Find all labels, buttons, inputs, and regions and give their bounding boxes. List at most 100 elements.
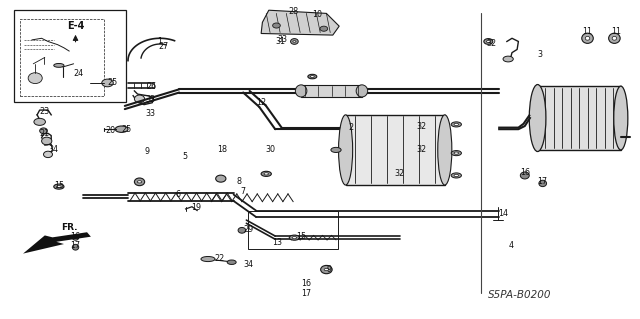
Ellipse shape xyxy=(261,171,271,176)
Text: 33: 33 xyxy=(145,109,156,118)
Text: 30: 30 xyxy=(266,145,276,154)
Text: 17: 17 xyxy=(70,241,81,250)
Ellipse shape xyxy=(438,115,452,185)
Ellipse shape xyxy=(484,39,493,44)
Text: FR.: FR. xyxy=(61,223,77,232)
Text: 27: 27 xyxy=(159,42,169,51)
Ellipse shape xyxy=(454,123,459,126)
Text: 32: 32 xyxy=(416,122,426,130)
Text: S5PA-B0200: S5PA-B0200 xyxy=(488,291,551,300)
Polygon shape xyxy=(261,10,339,35)
Text: 33: 33 xyxy=(278,35,288,44)
Ellipse shape xyxy=(289,235,300,240)
Ellipse shape xyxy=(56,186,61,188)
Ellipse shape xyxy=(321,265,332,274)
Text: 6: 6 xyxy=(176,190,181,199)
Text: 16: 16 xyxy=(301,279,311,288)
Text: 28: 28 xyxy=(288,7,298,16)
Text: 24: 24 xyxy=(74,69,84,78)
Text: 11: 11 xyxy=(611,27,621,36)
Ellipse shape xyxy=(292,237,297,239)
Bar xyxy=(20,19,104,96)
Ellipse shape xyxy=(291,39,298,44)
Text: 9: 9 xyxy=(326,265,332,274)
Ellipse shape xyxy=(54,184,64,189)
Ellipse shape xyxy=(331,147,341,152)
Polygon shape xyxy=(23,232,91,254)
Text: 18: 18 xyxy=(218,145,228,154)
Ellipse shape xyxy=(296,85,307,97)
Text: 8: 8 xyxy=(237,177,242,186)
Text: 17: 17 xyxy=(538,177,548,186)
Text: 15: 15 xyxy=(54,181,64,189)
Ellipse shape xyxy=(293,41,296,42)
Ellipse shape xyxy=(238,227,246,233)
Ellipse shape xyxy=(115,126,128,132)
Ellipse shape xyxy=(134,95,145,103)
Text: 23: 23 xyxy=(40,107,50,116)
Ellipse shape xyxy=(454,152,459,154)
Bar xyxy=(14,10,126,102)
Text: 2: 2 xyxy=(349,123,354,132)
Text: 26: 26 xyxy=(146,82,156,91)
Text: 9: 9 xyxy=(145,147,150,156)
Ellipse shape xyxy=(451,173,461,178)
Ellipse shape xyxy=(356,85,367,97)
Text: 13: 13 xyxy=(272,238,282,247)
Ellipse shape xyxy=(28,73,42,84)
Text: 34: 34 xyxy=(243,260,253,269)
Text: 5: 5 xyxy=(182,152,188,161)
Ellipse shape xyxy=(520,172,529,179)
Ellipse shape xyxy=(451,122,461,127)
Ellipse shape xyxy=(34,118,45,125)
Text: 25: 25 xyxy=(108,78,118,87)
Ellipse shape xyxy=(72,235,79,240)
Ellipse shape xyxy=(612,36,617,40)
Ellipse shape xyxy=(216,175,226,182)
Text: 19: 19 xyxy=(191,204,201,212)
Ellipse shape xyxy=(585,36,590,40)
Ellipse shape xyxy=(324,269,329,271)
Text: 21: 21 xyxy=(40,130,50,138)
Text: 7: 7 xyxy=(240,187,245,196)
Text: 31: 31 xyxy=(275,37,285,46)
Ellipse shape xyxy=(138,181,142,183)
Text: 29: 29 xyxy=(243,225,253,234)
Ellipse shape xyxy=(451,151,461,156)
Ellipse shape xyxy=(582,33,593,43)
Ellipse shape xyxy=(503,56,513,62)
Text: 16: 16 xyxy=(520,168,530,177)
Bar xyxy=(248,211,338,249)
Text: 22: 22 xyxy=(214,254,225,263)
Bar xyxy=(346,115,445,185)
Text: 32: 32 xyxy=(486,39,497,48)
Ellipse shape xyxy=(201,256,215,262)
Text: 16: 16 xyxy=(70,232,81,241)
Ellipse shape xyxy=(264,173,269,175)
Text: 10: 10 xyxy=(312,10,322,19)
Bar xyxy=(301,85,362,97)
Ellipse shape xyxy=(227,260,236,264)
Text: 3: 3 xyxy=(538,50,543,59)
Ellipse shape xyxy=(72,244,79,250)
Ellipse shape xyxy=(310,76,314,78)
Text: 25: 25 xyxy=(122,125,132,134)
Ellipse shape xyxy=(609,33,620,43)
Text: 33: 33 xyxy=(145,95,156,104)
Text: 12: 12 xyxy=(256,98,266,107)
Ellipse shape xyxy=(44,151,52,158)
Ellipse shape xyxy=(42,137,52,145)
Ellipse shape xyxy=(454,174,459,177)
Ellipse shape xyxy=(529,85,546,152)
Ellipse shape xyxy=(614,86,628,150)
Text: 4: 4 xyxy=(509,241,514,250)
Text: 34: 34 xyxy=(49,145,59,154)
Text: 1: 1 xyxy=(157,37,162,46)
Text: 11: 11 xyxy=(582,27,593,36)
Ellipse shape xyxy=(339,115,353,185)
Ellipse shape xyxy=(134,178,145,186)
Text: 14: 14 xyxy=(498,209,508,218)
Text: E-4: E-4 xyxy=(67,20,84,31)
Bar xyxy=(538,86,621,150)
Text: 17: 17 xyxy=(301,289,311,298)
